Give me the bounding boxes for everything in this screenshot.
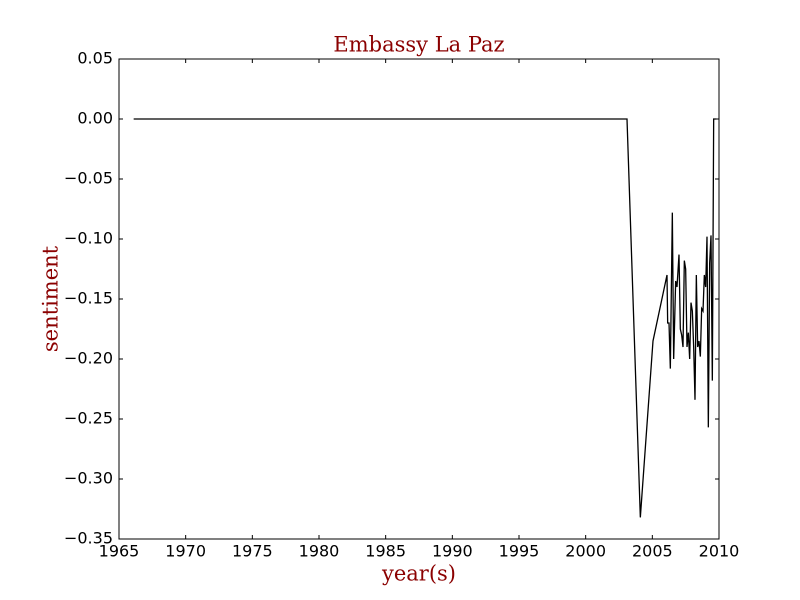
x-tick-label: 1985 bbox=[365, 542, 406, 561]
y-tick-label: −0.10 bbox=[64, 229, 113, 248]
y-tick-label: −0.05 bbox=[64, 169, 113, 188]
x-tick-label: 1965 bbox=[99, 542, 140, 561]
x-tick-label: 2010 bbox=[699, 542, 740, 561]
y-tick-label: −0.15 bbox=[64, 289, 113, 308]
y-tick-label: 0.00 bbox=[77, 109, 113, 128]
x-tick-label: 2000 bbox=[565, 542, 606, 561]
x-tick-label: 1990 bbox=[432, 542, 473, 561]
x-tick-label: 2005 bbox=[632, 542, 673, 561]
y-tick-label: −0.25 bbox=[64, 409, 113, 428]
data-line bbox=[133, 118, 717, 518]
x-tick-label: 1995 bbox=[499, 542, 540, 561]
y-axis-label: sentiment bbox=[39, 245, 63, 352]
x-tick-label: 1975 bbox=[232, 542, 273, 561]
y-tick-label: −0.20 bbox=[64, 349, 113, 368]
x-axis-label: year(s) bbox=[381, 562, 456, 586]
y-tick-label: −0.35 bbox=[64, 529, 113, 548]
y-tick-label: 0.05 bbox=[77, 49, 113, 68]
x-tick-label: 1980 bbox=[299, 542, 340, 561]
x-tick-label: 1970 bbox=[165, 542, 206, 561]
chart-title: Embassy La Paz bbox=[333, 33, 504, 57]
y-tick-label: −0.30 bbox=[64, 469, 113, 488]
